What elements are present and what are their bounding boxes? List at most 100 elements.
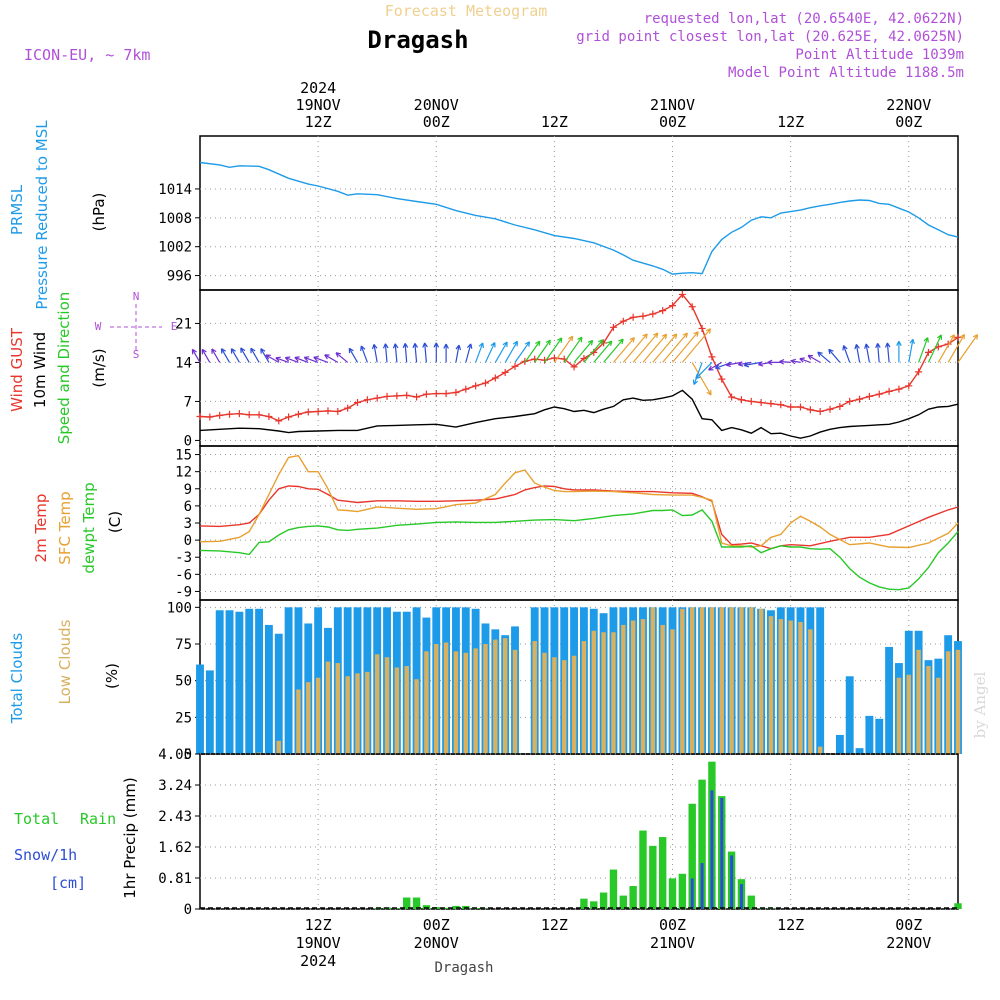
precip-bar	[422, 905, 431, 909]
precip-bar	[619, 895, 627, 909]
wind-label-10m: 10m Wind	[31, 332, 49, 408]
gust-marker	[757, 399, 765, 407]
time-label-top: 19NOV	[296, 96, 341, 114]
gust-marker	[481, 379, 489, 387]
wind-arrow	[681, 328, 712, 363]
wind-arrow	[947, 333, 965, 363]
low-cloud-bar	[532, 641, 537, 754]
y-tick-label: 0	[184, 533, 192, 549]
total-cloud-bar	[215, 610, 224, 754]
gust-marker	[314, 407, 322, 415]
wind-arrow	[573, 339, 594, 363]
y-tick-label: 14	[175, 355, 192, 371]
low-cloud-bar	[906, 674, 911, 754]
wind-arrow	[563, 336, 583, 363]
y-tick-label: 100	[167, 600, 192, 616]
gust-marker	[875, 390, 883, 398]
wind-arrow	[957, 334, 979, 363]
precip-bar	[747, 895, 755, 909]
low-cloud-bar	[394, 667, 400, 754]
cloud-label-total: Total Clouds	[8, 633, 26, 725]
low-cloud-bar	[502, 638, 508, 754]
compass-e: E	[171, 320, 178, 333]
temp-panel-labels: 2m Temp SFC Temp dewpt Temp (C)	[32, 482, 124, 573]
precip-bar	[649, 845, 657, 909]
y-tick-label: 9	[184, 482, 192, 498]
gust-marker	[196, 412, 204, 420]
wind-arrow	[348, 347, 359, 363]
low-cloud-bar	[581, 641, 587, 754]
low-cloud-bar	[424, 651, 429, 754]
low-cloud-bar	[306, 682, 311, 754]
y-tick-label: 2.43	[158, 809, 192, 825]
precip-panel: 0 0.81 1.62 2.43 3.24 4.05	[158, 747, 962, 918]
low-cloud-bar	[729, 607, 734, 754]
wind-arrow	[335, 352, 349, 363]
low-cloud-bar	[749, 607, 754, 754]
wind-arrow	[544, 337, 563, 363]
total-cloud-bar	[875, 718, 884, 754]
low-cloud-bar	[778, 619, 784, 754]
wind-arrow	[422, 342, 428, 363]
low-cloud-bar	[315, 677, 321, 754]
gust-marker	[413, 393, 421, 401]
y-tick-label: 7	[184, 394, 192, 410]
y-tick-label: 21	[175, 316, 192, 332]
location-title: Dragash	[367, 26, 468, 54]
low-cloud-bar	[611, 632, 616, 754]
gust-marker	[501, 368, 509, 376]
wind-arrow	[230, 348, 240, 363]
time-label-top: 21NOV	[650, 96, 695, 114]
precip-bar	[629, 886, 637, 909]
precip-bar	[452, 905, 460, 909]
wind-arrow	[475, 342, 484, 363]
total-cloud-bar	[845, 676, 854, 754]
precip-bar	[609, 869, 618, 909]
precip-label-total: Total	[14, 810, 59, 828]
compass-w: W	[95, 320, 102, 333]
snow-bar	[700, 863, 704, 909]
wind-arrow	[250, 347, 260, 363]
total-cloud-bar	[865, 715, 874, 754]
wind-arrow	[884, 342, 891, 363]
y-tick-label: 1002	[158, 240, 192, 256]
wind-arrow	[220, 348, 231, 363]
gust-marker	[235, 410, 243, 418]
wind-arrow	[260, 348, 270, 363]
low-cloud-bar	[601, 632, 606, 754]
low-cloud-bar	[296, 689, 301, 754]
time-label-bottom: 00Z	[423, 916, 450, 934]
precip-bar	[658, 837, 667, 909]
gust-marker	[728, 393, 736, 401]
precip-bar	[590, 901, 598, 909]
gust-marker	[294, 410, 302, 418]
total-cloud-bar	[245, 608, 254, 754]
total-cloud-bar	[816, 607, 825, 754]
low-cloud-bar	[473, 648, 478, 754]
wind-arrow	[737, 361, 752, 367]
series-line-0	[199, 161, 959, 275]
low-cloud-bar	[936, 677, 941, 754]
wind-arrow	[622, 333, 648, 363]
wind-arrow	[807, 354, 821, 363]
wind-arrow	[392, 343, 399, 363]
gust-marker	[787, 403, 795, 411]
wind-arrow	[240, 347, 250, 363]
time-label-bottom: 21NOV	[650, 934, 695, 952]
low-cloud-bar	[670, 629, 675, 754]
low-cloud-bar	[345, 676, 350, 754]
panel-frame	[199, 289, 959, 447]
wind-arrow	[908, 338, 915, 363]
y-tick-label: 3.24	[158, 778, 192, 794]
gust-marker	[265, 412, 273, 420]
low-cloud-bar	[463, 652, 469, 754]
temp-unit: (C)	[106, 511, 124, 533]
gust-marker	[383, 392, 391, 400]
compass-rose: N S W E	[95, 290, 178, 361]
snow-bar	[730, 855, 734, 909]
precip-bar	[442, 907, 450, 909]
gust-marker	[285, 413, 293, 421]
low-cloud-bar	[788, 620, 793, 754]
gust-marker	[422, 390, 430, 398]
gust-marker	[826, 405, 834, 413]
